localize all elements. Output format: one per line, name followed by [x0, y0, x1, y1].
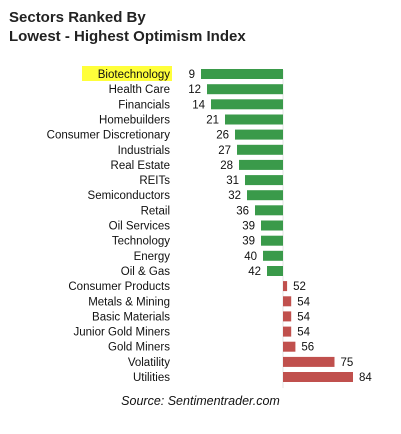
value-label-consumer-discretionary: 26	[216, 130, 229, 142]
category-label-semiconductors: Semiconductors	[88, 190, 171, 202]
category-label-energy: Energy	[134, 251, 171, 263]
bar-junior-gold-miners	[283, 326, 292, 337]
bar-oil-services	[261, 220, 283, 231]
value-label-basic-materials: 54	[297, 311, 310, 323]
value-label-retail: 36	[236, 205, 249, 217]
chart-title-line-1: Sectors Ranked By	[9, 9, 146, 26]
value-label-reits: 31	[226, 175, 239, 187]
value-label-oil-and-gas: 42	[248, 266, 261, 278]
bar-metals-and-mining	[283, 296, 292, 307]
bar-basic-materials	[283, 311, 292, 322]
chart-title: Sectors Ranked By Lowest - Highest Optim…	[9, 8, 246, 46]
category-label-consumer-products: Consumer Products	[68, 281, 170, 293]
category-label-utilities: Utilities	[133, 372, 170, 384]
bar-real-estate	[239, 159, 283, 170]
value-label-junior-gold-miners: 54	[297, 327, 310, 339]
value-label-oil-services: 39	[242, 221, 255, 233]
bar-semiconductors	[247, 190, 283, 201]
value-label-consumer-products: 52	[293, 281, 306, 293]
bar-health-care	[207, 84, 283, 95]
bar-volatility	[283, 356, 335, 367]
category-label-financials: Financials	[118, 99, 170, 111]
value-label-energy: 40	[244, 251, 257, 263]
category-label-industrials: Industrials	[118, 145, 171, 157]
value-label-volatility: 75	[340, 357, 353, 369]
source-note: Source: Sentimentrader.com	[121, 394, 280, 408]
highlight-biotechnology	[82, 66, 172, 81]
value-label-semiconductors: 32	[228, 190, 241, 202]
category-label-health-care: Health Care	[109, 84, 170, 96]
value-label-biotechnology: 9	[189, 69, 195, 81]
value-label-technology: 39	[242, 236, 255, 248]
bar-gold-miners	[283, 341, 296, 352]
bar-reits	[245, 175, 283, 186]
bar-energy	[263, 250, 283, 261]
category-label-gold-miners: Gold Miners	[108, 342, 170, 354]
value-label-gold-miners: 56	[301, 342, 314, 354]
value-label-real-estate: 28	[220, 160, 233, 172]
category-label-metals-and-mining: Metals & Mining	[88, 296, 170, 308]
value-label-financials: 14	[192, 99, 205, 111]
category-label-homebuilders: Homebuilders	[99, 114, 170, 126]
value-label-metals-and-mining: 54	[297, 296, 310, 308]
chart-title-line-2: Lowest - Highest Optimism Index	[9, 28, 246, 45]
bar-consumer-products	[283, 281, 288, 292]
bar-financials	[211, 99, 283, 110]
bar-homebuilders	[225, 114, 283, 125]
bar-biotechnology	[201, 69, 283, 79]
category-label-oil-and-gas: Oil & Gas	[121, 266, 170, 278]
category-label-biotechnology: Biotechnology	[98, 69, 170, 81]
category-label-junior-gold-miners: Junior Gold Miners	[73, 327, 170, 339]
category-label-oil-services: Oil Services	[109, 221, 171, 233]
value-label-utilities: 84	[359, 372, 372, 384]
category-label-retail: Retail	[141, 205, 170, 217]
category-label-technology: Technology	[112, 236, 170, 248]
bar-oil-and-gas	[267, 266, 283, 276]
category-label-reits: REITs	[139, 175, 170, 187]
value-label-industrials: 27	[218, 145, 231, 157]
category-label-basic-materials: Basic Materials	[92, 311, 170, 323]
category-label-consumer-discretionary: Consumer Discretionary	[47, 130, 171, 142]
bar-retail	[255, 205, 283, 216]
category-label-volatility: Volatility	[128, 357, 170, 369]
bar-industrials	[237, 144, 283, 155]
value-label-health-care: 12	[188, 84, 201, 96]
bar-technology	[261, 235, 283, 246]
category-label-real-estate: Real Estate	[111, 160, 170, 172]
bar-consumer-discretionary	[235, 129, 283, 140]
bar-utilities	[283, 372, 353, 382]
value-label-homebuilders: 21	[206, 114, 219, 126]
